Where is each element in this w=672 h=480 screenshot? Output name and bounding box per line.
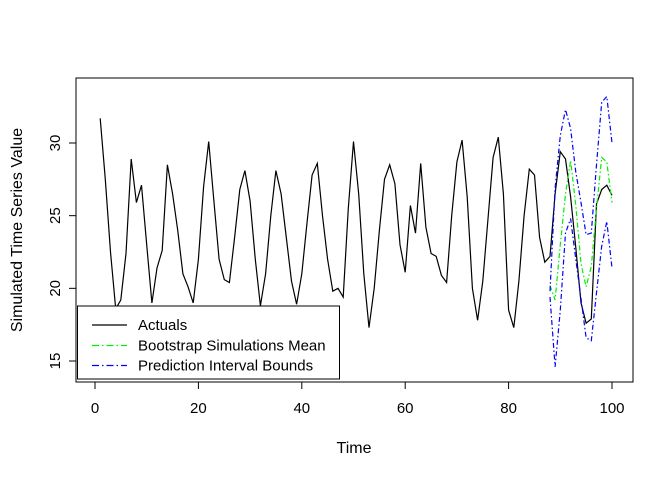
legend-item-actuals: Actuals — [92, 317, 187, 334]
legend-item-prediction-bounds: Prediction Interval Bounds — [92, 358, 313, 375]
series-line-bootstrap-mean — [549, 156, 613, 301]
y-axis-tick-label: 20 — [47, 280, 64, 297]
series-line-actuals — [99, 118, 613, 328]
legend: Actuals Bootstrap Simulations Mean Predi… — [77, 305, 340, 380]
legend-label-bootstrap-mean: Bootstrap Simulations Mean — [138, 338, 326, 355]
y-axis-tick-label: 30 — [47, 135, 64, 152]
x-axis-tick-label: 100 — [599, 400, 624, 417]
y-axis-tick-label: 15 — [47, 353, 64, 370]
legend-label-prediction-bounds: Prediction Interval Bounds — [138, 358, 313, 375]
x-axis-tick-label: 20 — [190, 400, 207, 417]
series-line-prediction-lower — [549, 218, 613, 367]
legend-item-bootstrap-mean: Bootstrap Simulations Mean — [92, 338, 326, 355]
plot-border — [75, 77, 634, 383]
series-lines — [99, 95, 613, 367]
series-line-prediction-upper — [549, 95, 613, 292]
x-axis-tick-label: 60 — [397, 400, 414, 417]
y-axis-title: Simulated Time Series Value — [9, 128, 26, 332]
x-axis-title: Time — [337, 440, 372, 457]
x-axis-tick-label: 0 — [91, 400, 99, 417]
axis-ticks: 0 20 40 60 80 100 15 20 25 30 — [47, 135, 625, 417]
y-axis-tick-label: 25 — [47, 207, 64, 224]
legend-box — [77, 305, 340, 380]
legend-label-actuals: Actuals — [138, 317, 187, 334]
x-axis-tick-label: 40 — [293, 400, 310, 417]
x-axis-tick-label: 80 — [500, 400, 517, 417]
